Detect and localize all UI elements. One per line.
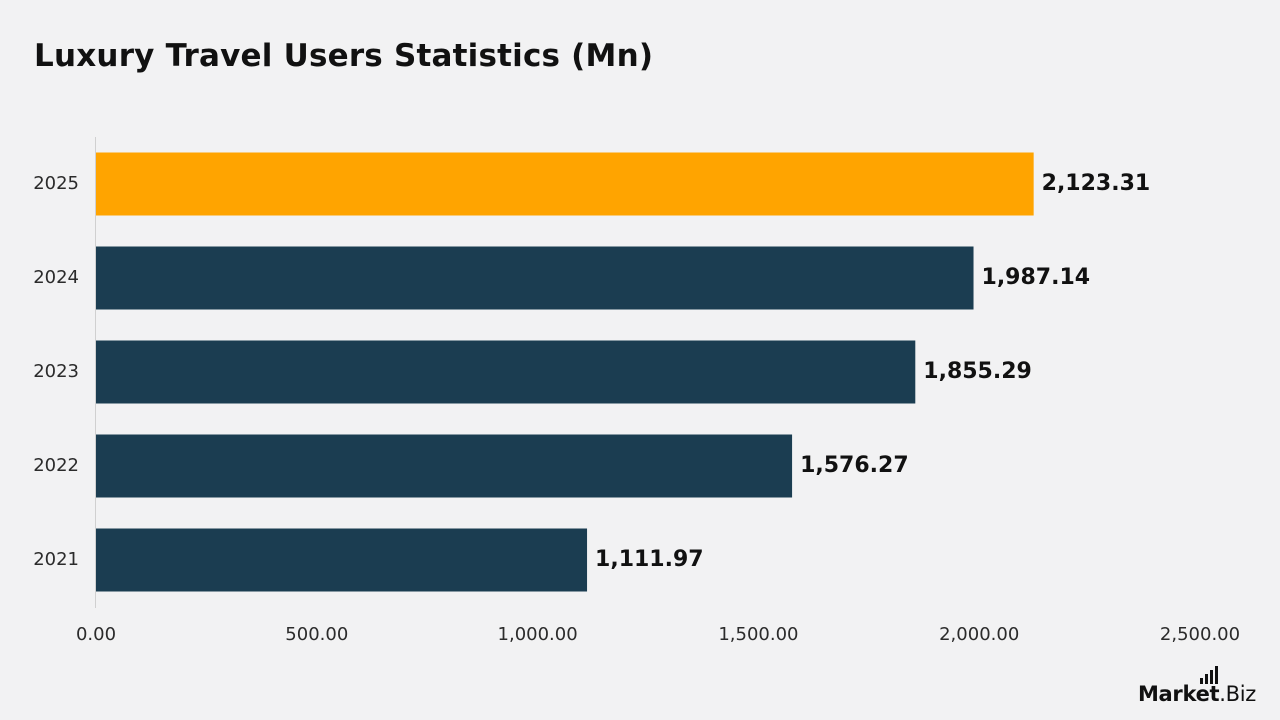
value-label-2023: 1,855.29 bbox=[923, 359, 1032, 384]
x-tick-label: 2,500.00 bbox=[1160, 624, 1240, 645]
x-tick-label: 2,000.00 bbox=[939, 624, 1019, 645]
category-label-2021: 2021 bbox=[33, 549, 79, 570]
category-label-2024: 2024 bbox=[33, 267, 79, 288]
bar-2023 bbox=[96, 340, 916, 404]
x-tick-label: 1,500.00 bbox=[718, 624, 798, 645]
logo-bold-text: Market bbox=[1137, 682, 1220, 706]
value-label-2025: 2,123.31 bbox=[1042, 171, 1151, 196]
category-label-2022: 2022 bbox=[33, 455, 79, 476]
bar-2021 bbox=[96, 528, 588, 592]
x-axis-ticks: 0.00 500.00 1,000.00 1,500.00 2,000.00 2,500.… bbox=[76, 624, 1240, 645]
x-tick-label: 500.00 bbox=[285, 624, 348, 645]
bar-2024 bbox=[96, 246, 974, 310]
value-label-2022: 1,576.27 bbox=[800, 453, 909, 478]
logo-rest-text: .Biz bbox=[1219, 682, 1256, 706]
category-label-2023: 2023 bbox=[33, 361, 79, 382]
value-label-2024: 1,987.14 bbox=[982, 265, 1091, 290]
x-tick-label: 1,000.00 bbox=[498, 624, 578, 645]
bar-2022 bbox=[96, 434, 793, 498]
marketbiz-logo: Market.Biz bbox=[1137, 666, 1256, 706]
bars-group: 2025 2,123.31 2024 1,987.14 2023 1,855.29 2022… bbox=[33, 152, 1151, 592]
x-tick-label: 0.00 bbox=[76, 624, 116, 645]
category-label-2025: 2025 bbox=[33, 173, 79, 194]
chart-title: Luxury Travel Users Statistics (Mn) bbox=[34, 38, 654, 74]
logo-bars-icon bbox=[1200, 666, 1218, 684]
value-label-2021: 1,111.97 bbox=[595, 547, 704, 572]
bar-2025 bbox=[96, 152, 1034, 216]
